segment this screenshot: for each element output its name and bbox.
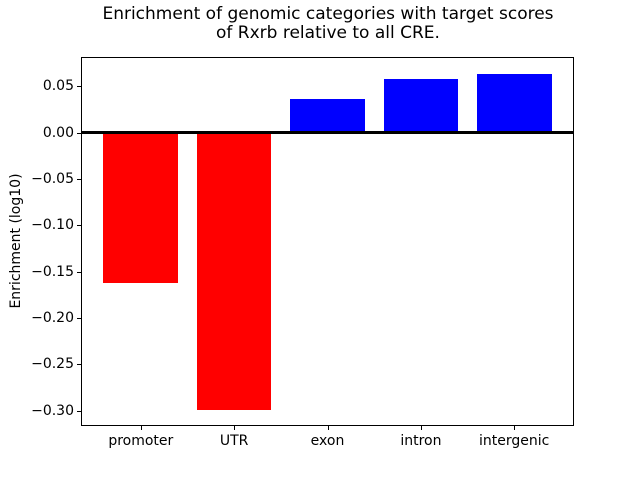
y-tick-label: −0.25 [31, 356, 74, 373]
y-tick-mark [77, 86, 81, 88]
y-tick-mark [77, 364, 81, 366]
bar-promoter [103, 132, 179, 283]
y-tick-label: −0.30 [31, 402, 74, 419]
y-tick-label: −0.10 [31, 217, 74, 234]
bar-UTR [196, 132, 272, 410]
y-tick-mark [77, 410, 81, 412]
x-tick-mark [420, 426, 422, 430]
x-tick-label-UTR: UTR [219, 433, 249, 449]
y-tick-label: 0.00 [42, 124, 74, 141]
x-tick-mark [234, 426, 236, 430]
x-tick-label-promoter: promoter [108, 433, 174, 449]
y-tick-mark [77, 271, 81, 273]
bar-intron [383, 78, 459, 133]
x-tick-label-intron: intron [400, 433, 442, 449]
y-tick-label: −0.20 [31, 310, 74, 326]
y-tick-label: −0.05 [31, 170, 74, 187]
y-tick-mark [77, 178, 81, 180]
bar-intergenic [476, 74, 552, 133]
y-tick-label: 0.05 [42, 78, 74, 95]
plot-area [81, 57, 574, 426]
x-tick-label-intergenic: intergenic [479, 433, 550, 449]
x-tick-label-exon: exon [310, 433, 345, 449]
zero-line [81, 131, 574, 134]
chart-title: Enrichment of genomic categories with ta… [102, 4, 554, 43]
y-axis-label: Enrichment (log10) [8, 173, 24, 309]
x-tick-mark [327, 426, 329, 430]
y-tick-mark [77, 318, 81, 319]
x-tick-mark [140, 426, 142, 430]
y-tick-mark [77, 132, 81, 134]
x-tick-mark [514, 426, 516, 430]
y-tick-label: −0.15 [31, 263, 74, 280]
y-tick-mark [77, 225, 81, 227]
bar-exon [290, 99, 365, 133]
